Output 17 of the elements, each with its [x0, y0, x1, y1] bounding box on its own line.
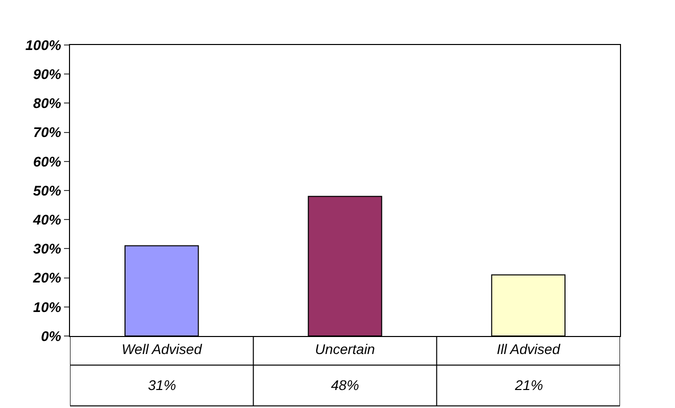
x-tick-label: Ill Advised — [496, 340, 562, 357]
y-tick-label: 70% — [33, 124, 62, 140]
y-tick-label: 60% — [33, 153, 62, 170]
y-tick-label: 30% — [33, 240, 62, 257]
y-tick-label: 0% — [40, 328, 62, 344]
y-tick-label: 90% — [33, 66, 62, 82]
x-tick-label: Well Advised — [122, 340, 203, 357]
y-tick-label: 80% — [33, 95, 62, 112]
y-tick-label: 50% — [33, 182, 62, 198]
x-tick-label: Uncertain — [315, 340, 376, 357]
y-tick-label: 20% — [32, 270, 62, 286]
data-label: 48% — [331, 377, 360, 393]
y-tick-label: 10% — [33, 298, 62, 315]
data-label: 21% — [514, 377, 544, 393]
y-tick-label: 100% — [25, 36, 62, 53]
y-tick-label: 40% — [32, 212, 62, 228]
data-label: 31% — [148, 377, 176, 393]
